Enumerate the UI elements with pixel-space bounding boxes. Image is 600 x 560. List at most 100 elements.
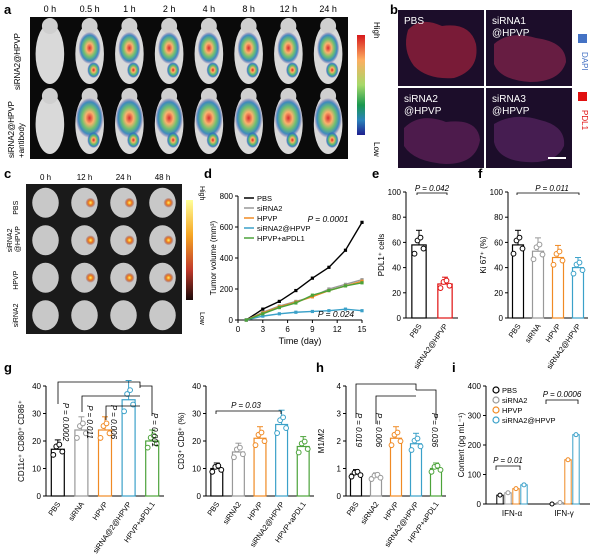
panel-a-time-2-h: 2 h	[163, 4, 176, 14]
series-point-pbs	[294, 288, 298, 293]
x-tick-label: 12	[333, 325, 342, 334]
series-point-sirna2-hpvp	[277, 312, 281, 316]
panel-a-time-8-h: 8 h	[242, 4, 255, 14]
mouse-body	[71, 262, 98, 293]
y-tick-label: 10	[192, 465, 201, 474]
bar-sirna2-hpvp-dot	[576, 259, 583, 266]
signal-blob	[286, 62, 299, 78]
bar-ifn-hpvp	[564, 459, 572, 505]
mouse-body	[149, 187, 176, 218]
signal-blob	[286, 132, 299, 148]
bar-sirna2-dot	[237, 444, 243, 451]
p-value-annotation: P = 0.011	[85, 405, 94, 439]
y-tick-label: 20	[192, 437, 201, 446]
x-tick-label-pbs: PBS	[345, 500, 361, 517]
x-tick-label: 15	[358, 325, 367, 334]
p-value-annotation: P = 0.036	[430, 413, 439, 448]
pdl1-legend-label: PDL1	[580, 110, 589, 131]
bar-pbs-dot	[50, 451, 57, 458]
legend-label-sirna2: siRNA2	[257, 204, 282, 213]
chart-i: 0 100 200 300 400 Content (pg mL⁻¹) IFN-α IFN-γ…	[457, 382, 590, 518]
mouse-head	[320, 18, 337, 34]
signal-spot	[85, 272, 96, 283]
x-tick-label-sirna2: siRNA2	[221, 500, 243, 526]
y-tick-label: 0	[499, 314, 504, 323]
panel-c-time-48-h: 48 h	[155, 173, 171, 182]
y-axis-title: CD3⁺ CD8⁺ (%)	[177, 412, 186, 470]
x-tick-label-sirna: siRNA	[66, 500, 86, 523]
p-value-annotation: P = 0.0002	[61, 403, 70, 442]
series-point-pbs	[360, 220, 364, 224]
panel-b-tile-pbs: PBS	[398, 10, 484, 86]
bar-sirna2-hpvp-dot	[414, 435, 421, 442]
significance-bracket	[57, 381, 141, 404]
x-tick-label: 6	[285, 325, 290, 334]
bar-sirna2-dot	[377, 474, 384, 481]
signal-spot	[124, 197, 135, 208]
significance-bracket	[81, 395, 140, 412]
panel-d-label: d	[204, 166, 212, 181]
x-tick-label-pbs: PBS	[205, 500, 221, 517]
bar-sirna2-hpvp-dot	[408, 447, 415, 453]
signal-spot	[85, 235, 96, 246]
y-tick-label: 800	[220, 192, 234, 201]
legend-label-hpvp-apdl1: HPVP+aPDL1	[257, 234, 305, 243]
bar-hpvp-apdl1-dot	[144, 444, 151, 451]
legend-label-hpvp: HPVP	[257, 214, 277, 223]
series-point-sirna2-hpvp	[310, 309, 314, 314]
x-tick-label-hpvp: HPVP	[246, 500, 265, 522]
mouse-body	[149, 300, 176, 331]
signal-blob	[166, 132, 180, 148]
legend-label-pbs: PBS	[257, 194, 272, 203]
y-tick-label: 40	[32, 382, 41, 391]
mouse-body	[110, 262, 137, 293]
panel-a-colorbar	[357, 35, 365, 135]
panel-c-row-label-sirna2: siRNA2	[13, 303, 20, 327]
y-tick-label: 0	[337, 492, 342, 501]
y-tick-label: 30	[32, 410, 41, 419]
dapi-legend-label: DAPI	[580, 52, 589, 71]
y-tick-label: 4	[337, 382, 342, 391]
bar-pbs-dot	[417, 234, 424, 241]
panel-c-time-12-h: 12 h	[77, 173, 93, 182]
bar-ifn-sirna2-hpvp	[572, 434, 580, 505]
mouse-body	[149, 262, 176, 293]
signal-spot	[124, 272, 135, 283]
panel-a: a 0 h 0.5 h 1 h 2 h 4 h 8 h 12 h 24 h siRNA2@HP…	[4, 2, 381, 159]
signal-blob	[316, 32, 340, 64]
panel-a-time-1-h: 1 h	[123, 4, 136, 14]
panel-c: c 0 h 12 h 24 h 48 h PBSsiRNA2@HPVPHPVPsiRN…	[4, 166, 205, 334]
mouse-body	[71, 300, 98, 331]
mouse-head	[81, 18, 98, 34]
signal-blob	[87, 132, 100, 148]
panel-c-colorbar-low: Low	[198, 312, 205, 326]
pdl1-swatch	[578, 92, 587, 101]
bar-sirna2-hpvp-dot	[437, 285, 444, 291]
mouse-head	[41, 18, 58, 34]
signal-blob	[157, 32, 181, 64]
x-tick-label: 9	[310, 325, 315, 334]
bar-sirna2-hpvp-dot	[570, 270, 577, 277]
row-label-line: @HPVP	[15, 226, 22, 252]
y-tick-label: 60	[494, 238, 503, 247]
mouse-body	[149, 225, 176, 256]
panel-e-label: e	[372, 166, 379, 181]
dapi-swatch	[578, 34, 587, 43]
signal-blob	[325, 62, 339, 78]
y-tick-label: 0	[477, 500, 482, 509]
p-value-annotation: P = 0.0006	[543, 390, 582, 399]
x-tick-label-sirna2: siRNA2	[359, 500, 381, 526]
legend-label-hpvp: HPVP	[502, 406, 522, 415]
p-value-annotation: P = 0.011	[535, 184, 569, 193]
panel-g-label: g	[4, 360, 12, 375]
panel-a-colorbar-low: Low	[372, 142, 381, 157]
bar-ifn-sirna2-hpvp-dot	[521, 482, 527, 488]
series-point-hpvp-apdl1	[327, 288, 331, 293]
bar-pbs-dot	[59, 448, 66, 455]
panel-a-timepoints: 0 h 0.5 h 1 h 2 h 4 h 8 h 12 h 24 h	[44, 4, 337, 14]
y-tick-label: 100	[490, 188, 504, 197]
row-label-line: siRNA2	[7, 228, 14, 252]
